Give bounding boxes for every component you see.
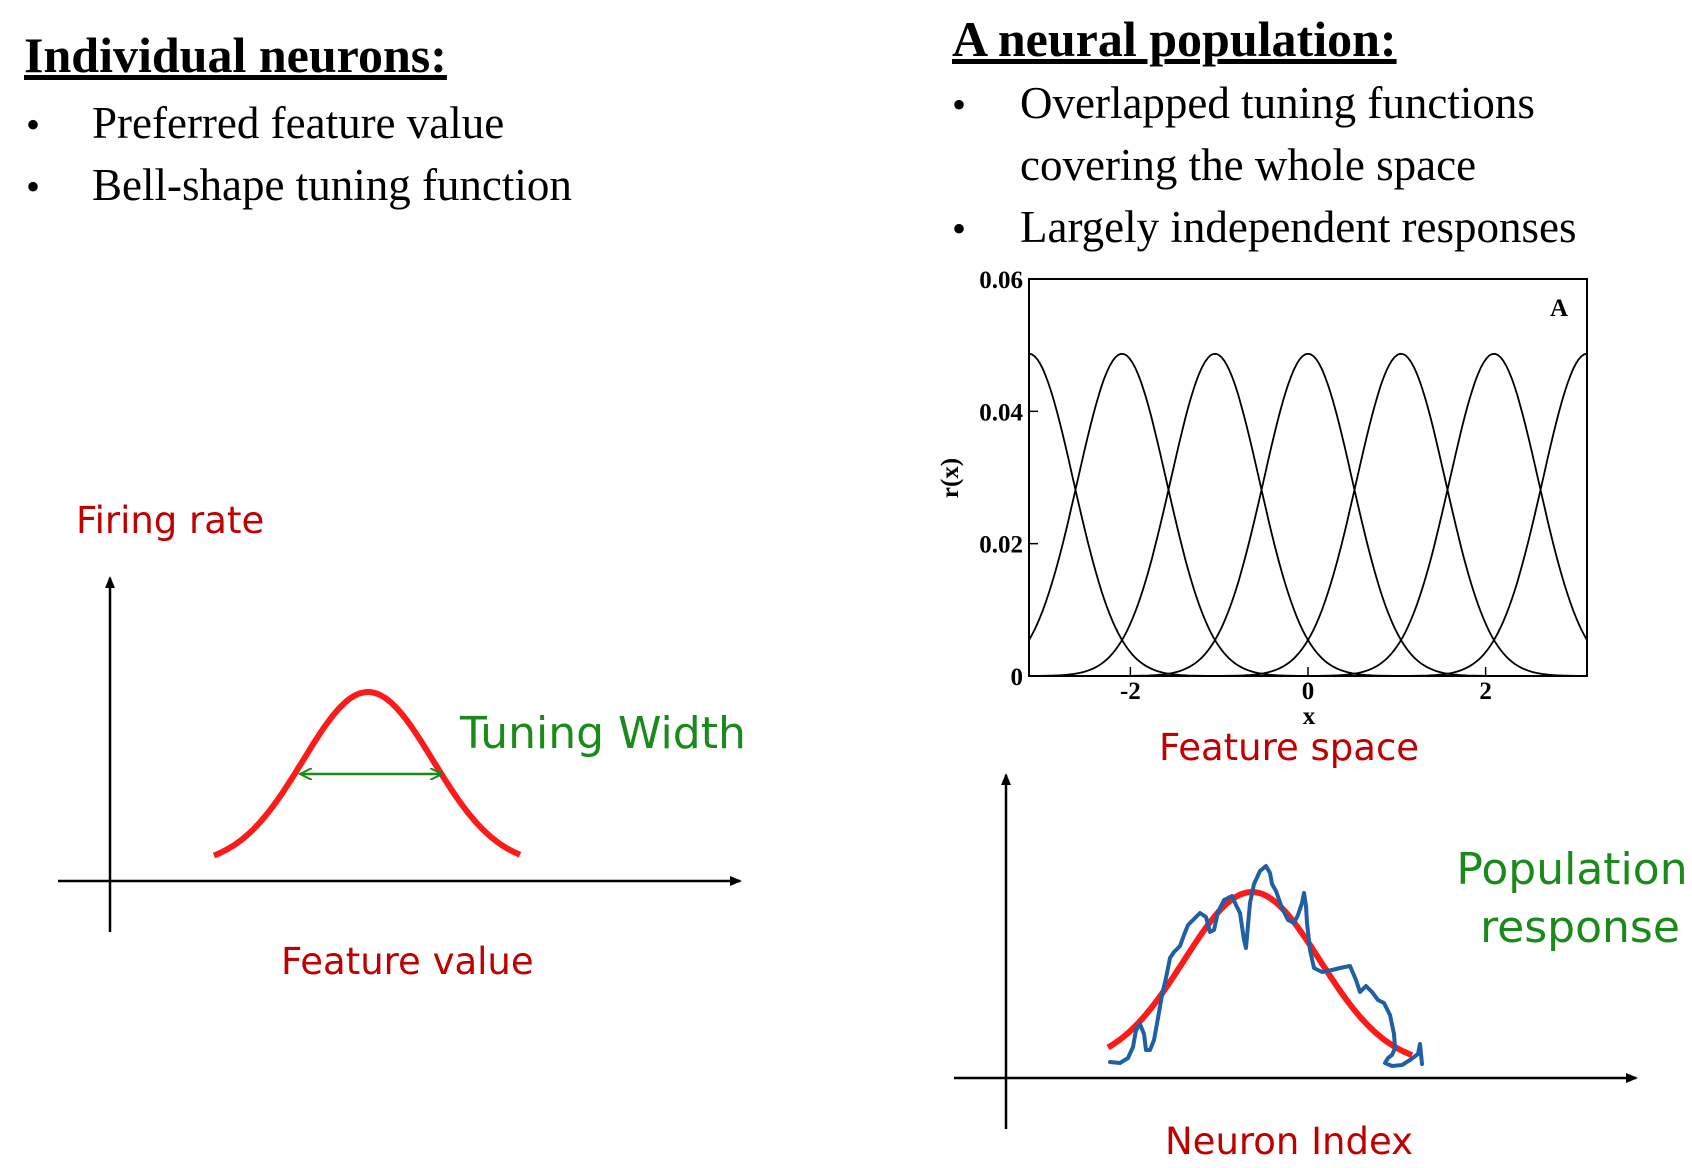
right-bullet-2: Largely independent responses	[1020, 202, 1577, 252]
tuning-curve-3	[1028, 352, 1587, 677]
y-tick-label: 0.02	[979, 532, 1023, 559]
chart-x-axis-label: x	[1303, 703, 1316, 730]
y-tick-label: 0	[1011, 664, 1024, 691]
tuning-curve-2	[1028, 352, 1587, 677]
chart-curves	[1028, 352, 1588, 677]
single-neuron-diagram: Firing rate Tuning Width Feature value	[58, 499, 746, 983]
left-heading: Individual neurons:	[24, 27, 447, 83]
population-smooth-curve	[1106, 888, 1414, 1058]
tuning-curve-5	[1029, 352, 1588, 677]
chart-frame	[1028, 278, 1588, 677]
bullet-dot: •	[952, 82, 966, 127]
feature-space-label: Feature space	[1159, 726, 1419, 769]
population-tuning-chart: 0 0.02 0.04 0.06 -2 0 2 A x r(x)	[937, 267, 1588, 730]
tuning-width-label: Tuning Width	[459, 708, 746, 759]
right-bullet-list: • Overlapped tuning functions covering t…	[952, 78, 1577, 252]
firing-rate-label: Firing rate	[76, 499, 264, 542]
neuron-index-label: Neuron Index	[1165, 1120, 1413, 1163]
x-tick-label: 0	[1302, 678, 1315, 705]
population-response-label-line-1: Population	[1456, 844, 1687, 895]
tuning-curve	[212, 689, 522, 859]
bullet-dot: •	[952, 206, 966, 251]
panel-label: A	[1550, 295, 1568, 322]
y-tick-label: 0.06	[979, 267, 1023, 294]
right-bullet-1-line-2: covering the whole space	[1020, 140, 1476, 190]
bullet-dot: •	[26, 102, 40, 147]
bullet-dot: •	[26, 164, 40, 209]
population-noisy-response	[1108, 864, 1424, 1068]
left-bullet-1: Preferred feature value	[92, 98, 504, 148]
tuning-curve-1	[1028, 352, 1587, 677]
tuning-curve-4	[1029, 352, 1587, 677]
tuning-curve-7	[1029, 352, 1588, 677]
x-tick-label: 2	[1479, 678, 1492, 705]
population-response-label-line-2: response	[1480, 902, 1680, 953]
feature-value-label: Feature value	[281, 940, 534, 983]
chart-ticks: 0 0.02 0.04 0.06 -2 0 2	[979, 267, 1492, 705]
right-heading: A neural population:	[952, 11, 1397, 67]
chart-y-axis-label: r(x)	[937, 458, 964, 498]
left-bullet-list: • Preferred feature value • Bell-shape t…	[26, 98, 572, 210]
tuning-curve-6	[1029, 352, 1588, 677]
y-tick-label: 0.04	[979, 399, 1023, 426]
population-response-diagram: Population response Neuron Index	[954, 773, 1688, 1163]
right-bullet-1-line-1: Overlapped tuning functions	[1020, 78, 1535, 128]
left-bullet-2: Bell-shape tuning function	[92, 160, 572, 210]
x-tick-label: -2	[1120, 678, 1141, 705]
